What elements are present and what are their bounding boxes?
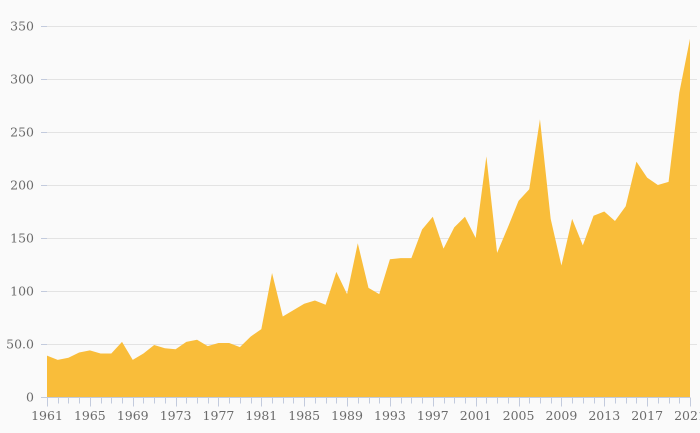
x-axis-tick-label: 1973 [160, 408, 192, 423]
y-axis-tick-label: 350 [10, 19, 34, 34]
x-axis-tick-label: 1961 [31, 408, 63, 423]
x-axis-tick-label: 2017 [631, 408, 663, 423]
y-axis-tick-label: 0 [26, 390, 34, 405]
x-axis-tick-label: 2009 [545, 408, 577, 423]
y-axis-tick-label: 250 [10, 125, 34, 140]
x-axis-tick-label: 2001 [460, 408, 492, 423]
x-axis-tick-label: 1965 [74, 408, 106, 423]
x-axis-tick-label: 1993 [374, 408, 406, 423]
x-axis-tick-label: 1989 [331, 408, 363, 423]
y-axis-labels: 0 50.0 100 150 200 250 300 350 [6, 19, 34, 405]
x-axis [47, 397, 691, 407]
data-area-series [47, 38, 690, 397]
x-axis-tick-label: 1977 [203, 408, 235, 423]
x-axis-tick-label: 2013 [588, 408, 620, 423]
x-axis-tick-label: 2021 [674, 408, 700, 423]
area-series-path [47, 38, 690, 397]
y-axis-tick-label: 150 [10, 231, 34, 246]
x-axis-tick-label: 1969 [117, 408, 149, 423]
y-axis-tick-label: 50.0 [6, 337, 34, 352]
y-axis-ticks [41, 26, 47, 398]
y-axis-tick-label: 200 [10, 178, 34, 193]
y-axis-tick-label: 300 [10, 72, 34, 87]
x-axis-tick-label: 1985 [288, 408, 320, 423]
x-axis-tick-label: 1997 [417, 408, 449, 423]
x-axis-labels: 1961 1965 1969 1973 1977 1981 1985 1989 1993 1997… [31, 408, 700, 423]
x-axis-tick-label: 1981 [245, 408, 277, 423]
x-axis-tick-label: 2005 [503, 408, 535, 423]
y-axis-tick-label: 100 [10, 284, 34, 299]
